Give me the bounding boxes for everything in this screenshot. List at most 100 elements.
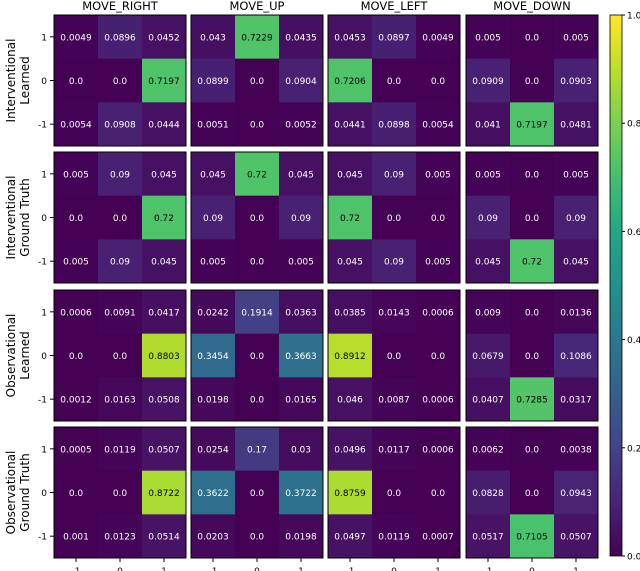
heatmap-cell <box>54 58 99 103</box>
panel-frame <box>190 14 324 147</box>
cell-value-label: 0.0904 <box>285 77 317 87</box>
cell-value-label: 0.005 <box>475 33 501 43</box>
cell-value-label: 0.72 <box>247 170 267 180</box>
cell-value-label: 0.001 <box>63 533 89 543</box>
row-label: InterventionalLearned <box>4 39 32 123</box>
heatmap-cell <box>372 427 417 472</box>
colorbar-tick-label: 0.2 <box>627 444 640 454</box>
heatmap-cell <box>466 377 511 422</box>
x-tick-label: -1 <box>209 567 218 571</box>
cell-value-label: 0.009 <box>475 308 501 318</box>
heatmap-cell <box>235 377 280 422</box>
cell-value-label: 0.0 <box>387 214 402 224</box>
x-tick-label: 1 <box>573 567 579 571</box>
panel-frame <box>190 289 324 422</box>
heatmap-cell <box>372 377 417 422</box>
cell-value-label: 0.0 <box>250 352 265 362</box>
heatmap-cell <box>235 514 280 559</box>
cell-value-label: 0.0903 <box>560 77 592 87</box>
cell-value-label: 0.09 <box>291 214 311 224</box>
cell-value-label: 0.09 <box>478 214 498 224</box>
heatmap-cell <box>416 333 461 378</box>
row-label: ObservationalLearned <box>4 314 32 398</box>
heatmap-cell <box>554 58 599 103</box>
heatmap-cell <box>510 377 555 422</box>
heatmap-cell <box>142 470 187 515</box>
colorbar-tick-label: 0.4 <box>627 336 640 346</box>
cell-value-label: 0.09 <box>384 170 404 180</box>
cell-value-label: 0.045 <box>337 258 363 268</box>
cell-value-label: 0.72 <box>340 214 360 224</box>
x-tick-label: -1 <box>484 567 493 571</box>
cell-value-label: 0.005 <box>563 170 589 180</box>
heatmap-cell <box>98 290 143 335</box>
y-tick-label: 0 <box>41 489 47 499</box>
heatmap-cell <box>416 15 461 60</box>
heatmap-cell <box>510 58 555 103</box>
heatmap-cell <box>142 15 187 60</box>
heatmap-cell <box>466 427 511 472</box>
heatmap-cell <box>191 102 236 147</box>
heatmap-cell <box>279 427 324 472</box>
cell-value-label: 0.0 <box>387 352 402 362</box>
cell-value-label: 0.0943 <box>560 489 592 499</box>
cell-value-label: 0.0049 <box>422 33 454 43</box>
heatmap-cell <box>191 152 236 197</box>
heatmap-cell <box>416 195 461 240</box>
cell-value-label: 0.045 <box>337 170 363 180</box>
heatmap-cell <box>328 470 373 515</box>
heatmap-cell <box>510 427 555 472</box>
panel-frame <box>190 151 324 284</box>
heatmap-cell <box>416 102 461 147</box>
heatmap-cell <box>191 290 236 335</box>
heatmap-cell <box>328 152 373 197</box>
heatmap-cell <box>466 15 511 60</box>
heatmap-cell <box>510 15 555 60</box>
y-tick-label: 1 <box>41 170 47 180</box>
heatmap-cell <box>328 290 373 335</box>
column-title: MOVE_UP <box>229 0 284 13</box>
heatmap-cell <box>328 514 373 559</box>
y-tick-label: 1 <box>41 445 47 455</box>
heatmap-cell <box>142 333 187 378</box>
cell-value-label: 0.005 <box>475 170 501 180</box>
heatmap-cell <box>510 470 555 515</box>
x-tick-label: 0 <box>529 567 535 571</box>
heatmap-cell <box>372 514 417 559</box>
heatmap-cell <box>372 15 417 60</box>
x-tick-label: -1 <box>346 567 355 571</box>
heatmap-cell <box>554 102 599 147</box>
heatmap-cell <box>142 377 187 422</box>
cell-value-label: 0.0165 <box>285 396 317 406</box>
heatmap-cell <box>510 102 555 147</box>
heatmap-cell <box>142 427 187 472</box>
cell-value-label: 0.0 <box>113 77 128 87</box>
heatmap-cell <box>54 15 99 60</box>
heatmap-cell <box>510 239 555 284</box>
cell-value-label: 0.3454 <box>197 352 229 362</box>
heatmap-cell <box>279 152 324 197</box>
heatmap-cell <box>416 514 461 559</box>
cell-value-label: 0.0198 <box>285 533 317 543</box>
cell-value-label: 0.0007 <box>422 533 454 543</box>
cell-value-label: 0.8759 <box>334 489 366 499</box>
cell-value-label: 0.0117 <box>378 445 410 455</box>
heatmap-cell <box>191 15 236 60</box>
cell-value-label: 0.7229 <box>241 33 273 43</box>
heatmap-cell <box>235 427 280 472</box>
cell-value-label: 0.7197 <box>148 77 180 87</box>
row-label: InterventionalGround Truth <box>4 176 32 260</box>
cell-value-label: 0.0054 <box>422 121 454 131</box>
cell-value-label: 0.72 <box>522 258 542 268</box>
heatmap-cell <box>191 514 236 559</box>
cell-value-label: 0.005 <box>63 170 89 180</box>
cell-value-label: 0.0091 <box>104 308 136 318</box>
cell-value-label: 0.0507 <box>560 533 592 543</box>
heatmap-cell <box>98 102 143 147</box>
cell-value-label: 0.0 <box>525 33 540 43</box>
heatmap-cell <box>235 102 280 147</box>
cell-value-label: 0.0517 <box>472 533 504 543</box>
cell-value-label: 0.0 <box>525 214 540 224</box>
cell-value-label: 0.0828 <box>472 489 504 499</box>
heatmap-cell <box>510 152 555 197</box>
